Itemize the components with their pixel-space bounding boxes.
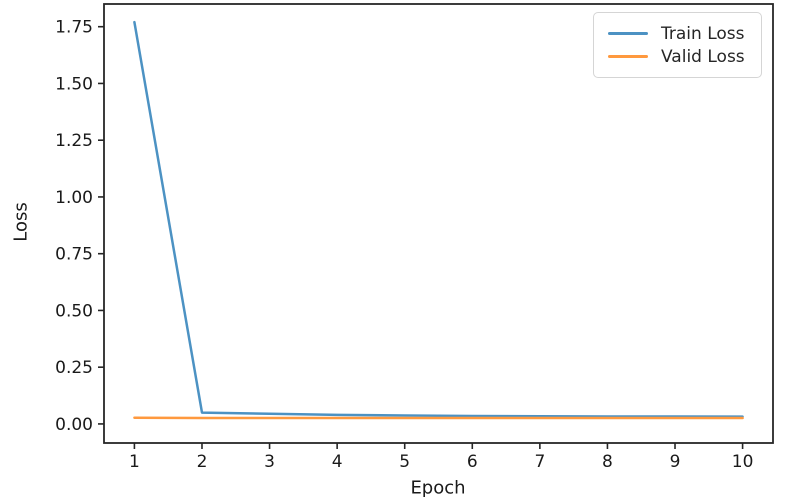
y-tick-label: 0.00 (55, 415, 93, 435)
legend-label-valid: Valid Loss (661, 46, 745, 67)
legend-label-train: Train Loss (661, 23, 745, 44)
x-tick-label: 6 (467, 452, 478, 472)
x-tick-label: 5 (399, 452, 410, 472)
legend-entry-valid: Valid Loss (602, 45, 753, 68)
y-axis-label: Loss (10, 202, 32, 242)
legend-entry-train: Train Loss (602, 22, 753, 45)
x-axis-label: Epoch (410, 477, 466, 499)
valid-loss-line-sample (608, 55, 648, 58)
y-tick-label: 0.75 (55, 245, 93, 265)
legend: Train Loss Valid Loss (593, 12, 762, 78)
y-tick-label: 0.25 (55, 358, 93, 378)
series-line-0 (133, 20, 744, 418)
x-tick-label: 2 (197, 452, 208, 472)
y-tick-label: 1.75 (55, 18, 93, 38)
y-tick-label: 0.50 (55, 301, 93, 321)
y-tick-label: 1.50 (55, 74, 93, 94)
x-tick-label: 9 (670, 452, 681, 472)
y-tick-label: 1.25 (55, 131, 93, 151)
x-tick-label: 7 (534, 452, 545, 472)
x-tick-label: 8 (602, 452, 613, 472)
x-tick-label: 10 (732, 452, 754, 472)
x-tick-label: 4 (332, 452, 343, 472)
plot-frame (103, 3, 774, 444)
x-tick-label: 3 (264, 452, 275, 472)
train-loss-line-sample (608, 32, 648, 35)
y-tick-label: 1.00 (55, 188, 93, 208)
x-tick-label: 1 (129, 452, 140, 472)
